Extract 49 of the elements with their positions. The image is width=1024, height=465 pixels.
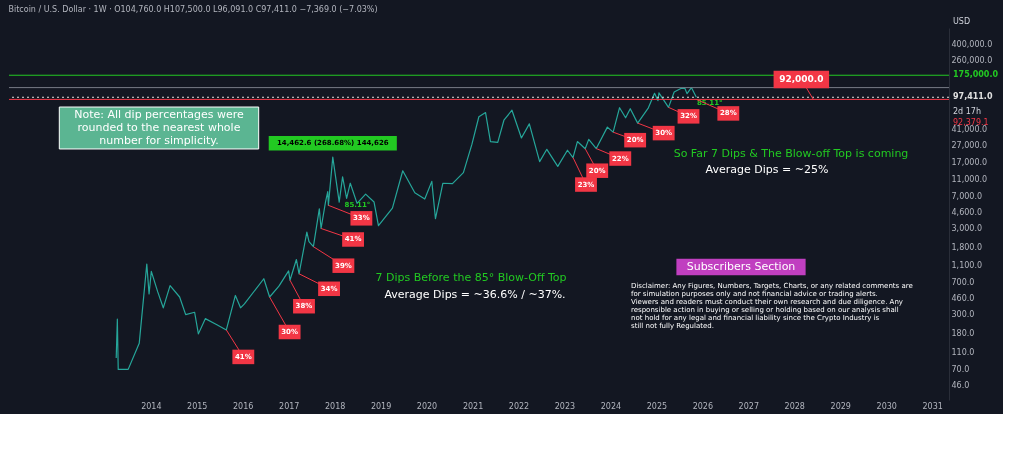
y-tick-label: 46.0 <box>951 380 970 390</box>
y-tick-label: 17,000.0 <box>951 158 988 168</box>
x-tick-label: 2029 <box>830 401 851 411</box>
y-tick-label: 1,100.0 <box>951 261 983 271</box>
y-tick-label: 7,000.0 <box>951 191 983 201</box>
y-tick-label: 300.0 <box>951 310 975 320</box>
x-tick-label: 2014 <box>141 401 162 411</box>
annotation: Note: All dip percentages were rounded to the nearest whole number for simplicity. <box>74 108 245 147</box>
x-tick-label: 2019 <box>370 401 392 411</box>
y-tick-label: 1,800.0 <box>951 242 983 252</box>
x-tick-label: 2018 <box>324 401 346 411</box>
x-tick-label: 2025 <box>646 401 668 411</box>
x-tick-label: 2016 <box>233 401 254 411</box>
x-tick-label: 2023 <box>554 401 576 411</box>
y-tick-label: 41,000.0 <box>951 125 988 135</box>
x-tick-label: 2024 <box>600 401 622 411</box>
x-tick-label: 2030 <box>876 401 897 411</box>
annotation: 7 Dips Before the 85° Blow-Off Top <box>375 271 567 284</box>
annotation: So Far 7 Dips & The Blow-off Top is coming <box>673 147 909 160</box>
y-tick-label: 460.0 <box>951 294 975 304</box>
annotation: Average Dips = ~25% <box>705 163 829 176</box>
y-tick-label: 400,000.0 <box>951 39 993 49</box>
y-tick-label: 27,000.0 <box>951 141 988 151</box>
y-tick-label: 3,000.0 <box>951 223 983 233</box>
text: 92,379.1 <box>953 118 989 127</box>
x-tick-label: 2015 <box>187 401 208 411</box>
y-tick-label: 700.0 <box>951 278 975 288</box>
x-tick-label: 2026 <box>692 401 714 411</box>
ref-line-label: 175,000.0 <box>953 70 999 80</box>
annotation: Subscribers Section <box>686 260 796 273</box>
x-tick-label: 2028 <box>784 401 805 411</box>
y-tick-label: 11,000.0 <box>951 174 988 184</box>
y-tick-label: 110.0 <box>951 347 975 357</box>
x-tick-label: 2031 <box>922 401 943 411</box>
ref-line-label: 97,411.0 <box>953 92 993 102</box>
text: USD <box>953 17 971 26</box>
y-tick-label: 180.0 <box>951 329 975 339</box>
chart-title: Bitcoin / U.S. Dollar · 1W · O104,760.0 H107,500.0 L96,091.0 C97,411.0 −7,369.0 (−7.03%) <box>8 5 378 14</box>
annotation: 92,000.0 <box>779 74 824 85</box>
x-tick-label: 2020 <box>416 401 438 411</box>
annotation: Average Dips = ~36.6% / ~37%. <box>384 288 566 301</box>
y-tick-label: 4,600.0 <box>951 207 983 217</box>
x-tick-label: 2021 <box>462 401 484 411</box>
x-tick-label: 2027 <box>738 401 759 411</box>
y-tick-label: 260,000.0 <box>951 55 993 65</box>
x-tick-label: 2022 <box>508 401 530 411</box>
x-tick-label: 2017 <box>279 401 300 411</box>
y-tick-label: 70.0 <box>951 364 970 374</box>
text: 2d 17h <box>953 107 981 116</box>
